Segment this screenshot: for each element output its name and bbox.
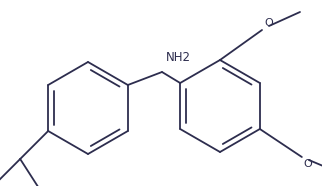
Text: O: O [264,18,273,28]
Text: O: O [304,159,313,169]
Text: NH2: NH2 [166,51,191,64]
